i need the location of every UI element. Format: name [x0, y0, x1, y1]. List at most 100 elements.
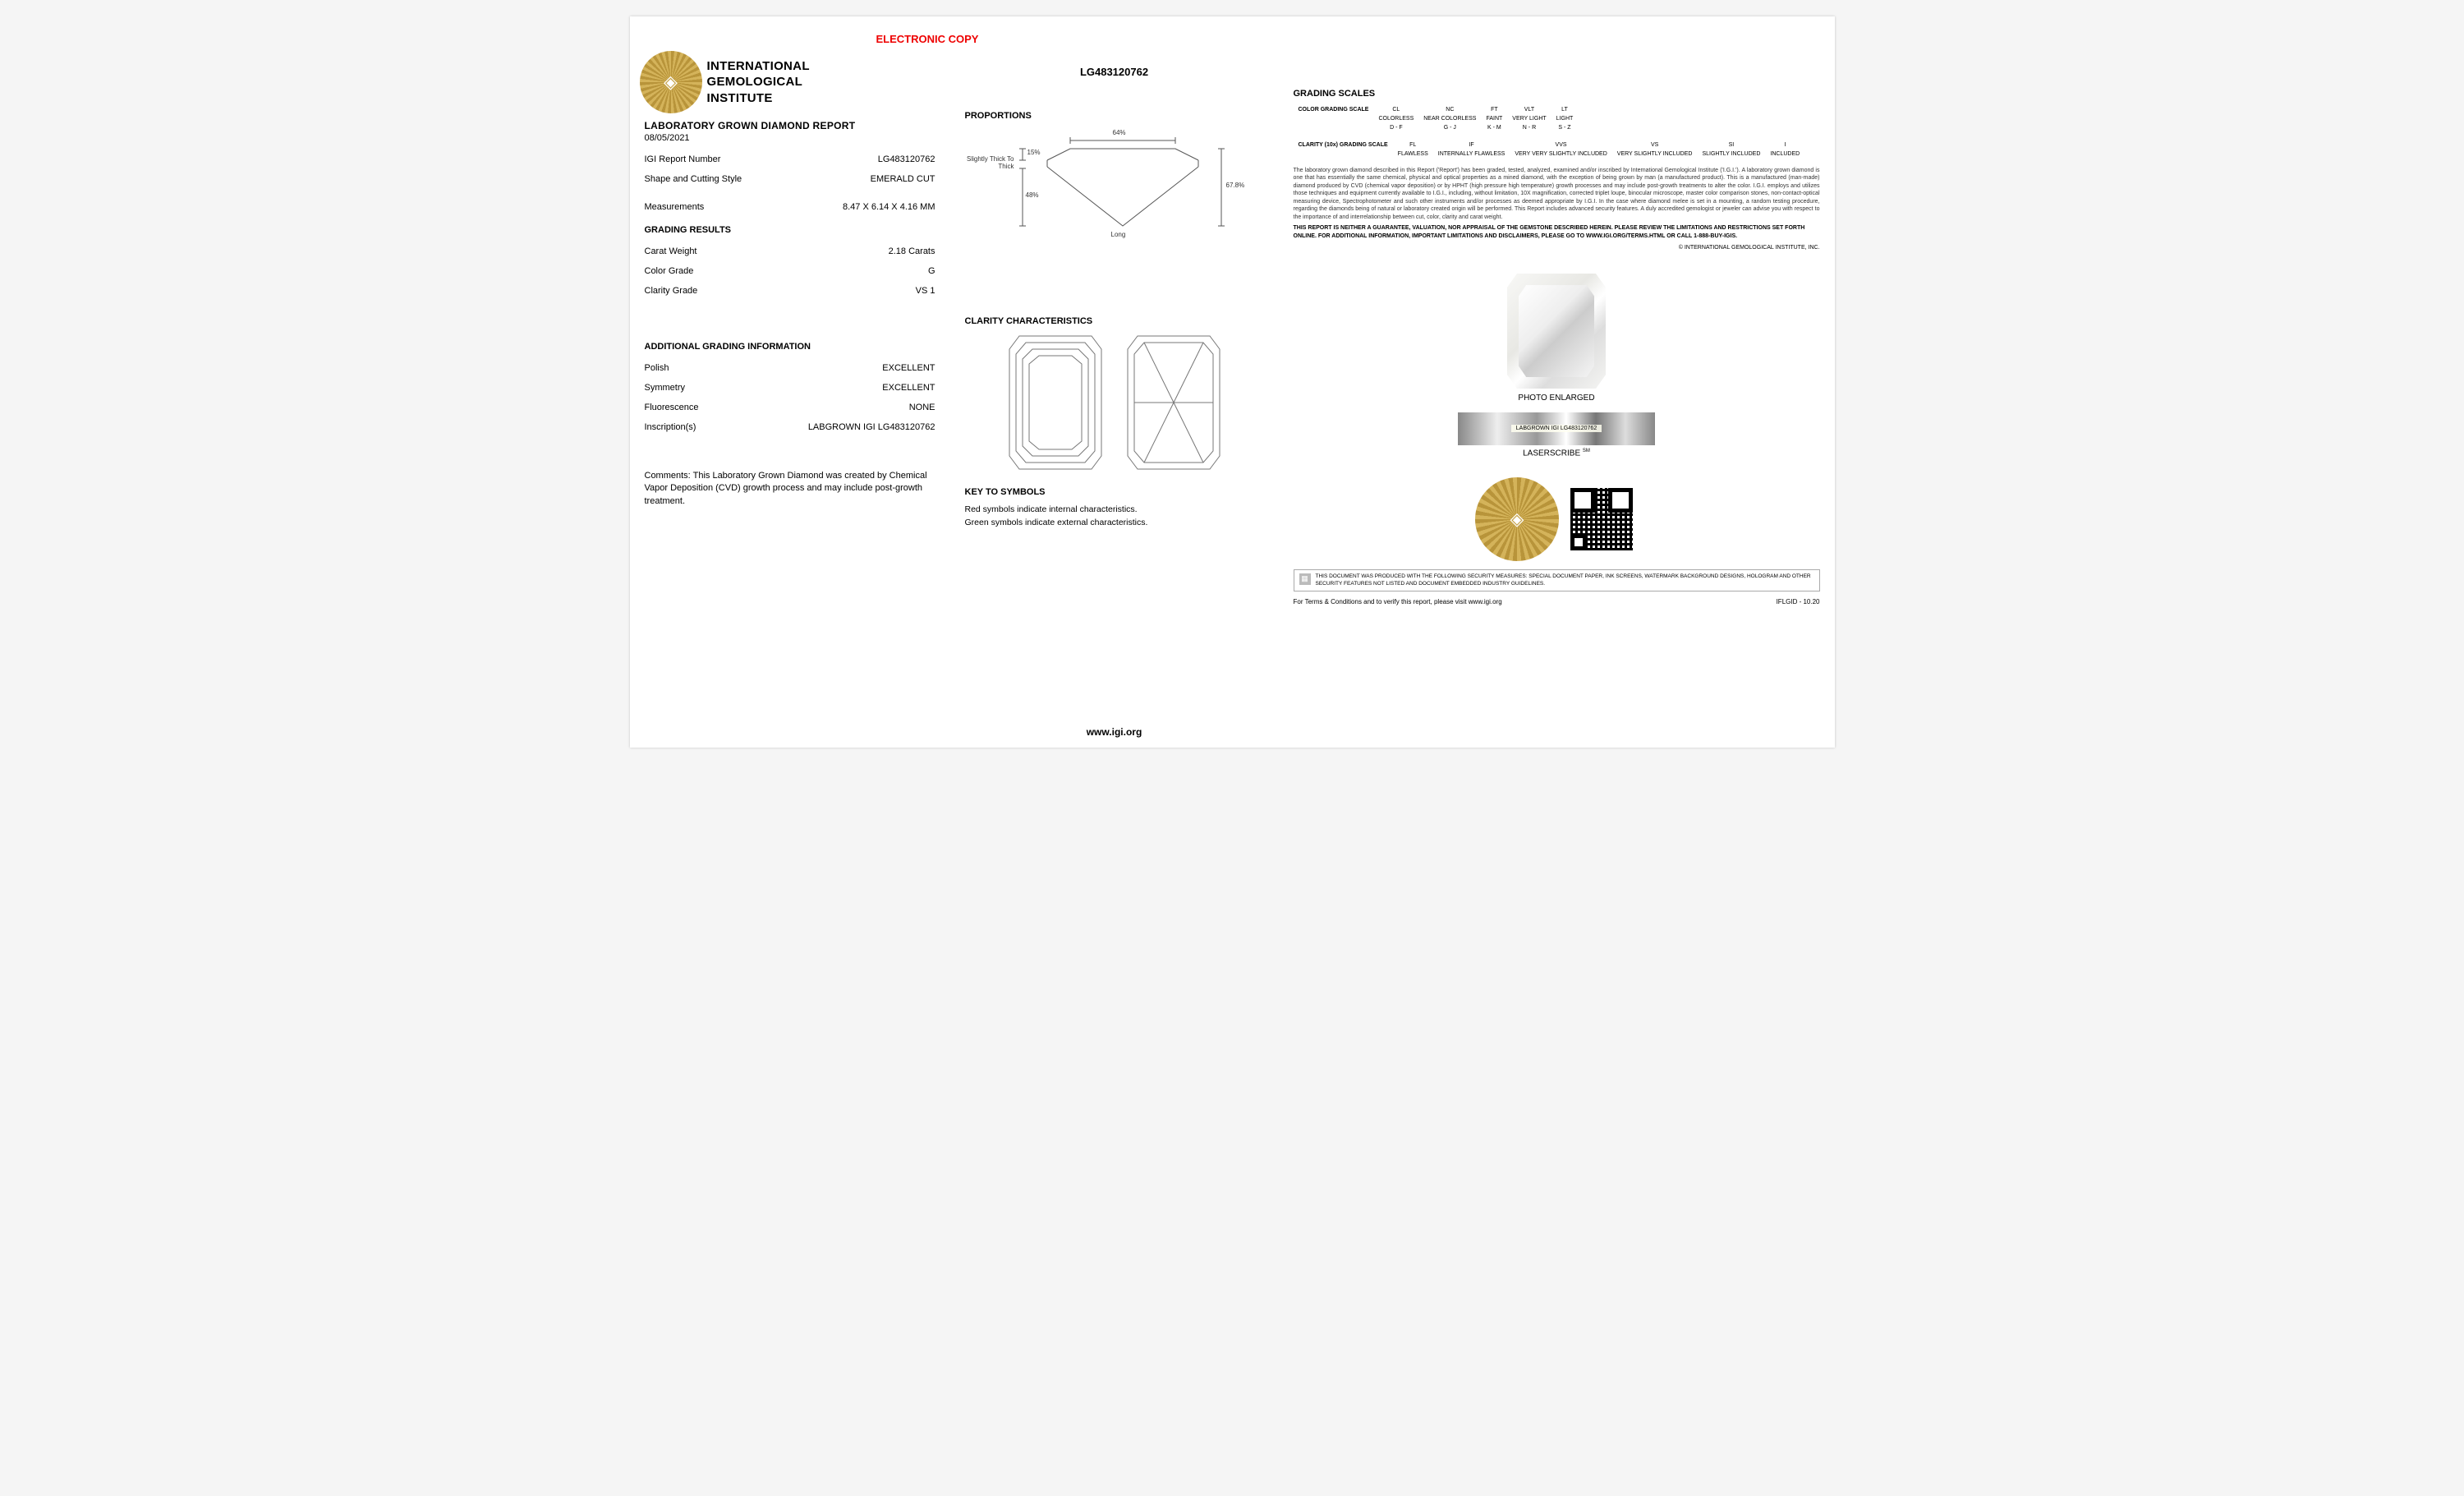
report-title: LABORATORY GROWN DIAMOND REPORT	[645, 120, 935, 131]
scale-r: N - R	[1507, 123, 1551, 132]
culet-label: Long	[1111, 231, 1126, 238]
additional-label: Inscription(s)	[645, 422, 696, 432]
additional-row: Polish EXCELLENT	[645, 358, 935, 378]
scale-r: D - F	[1373, 123, 1418, 132]
grading-label: Color Grade	[645, 266, 694, 276]
proportions-title: PROPORTIONS	[965, 111, 1264, 121]
additional-label: Fluorescence	[645, 403, 699, 412]
grading-label: Clarity Grade	[645, 286, 698, 296]
scales-title: GRADING SCALES	[1294, 89, 1820, 99]
additional-row: Fluorescence NONE	[645, 398, 935, 417]
additional-row: SymmetryEXCELLENT	[645, 378, 935, 398]
comments-block: Comments: This Laboratory Grown Diamond …	[645, 470, 935, 508]
additional-value: NONE	[909, 403, 935, 412]
org-line2: GEMOLOGICAL	[707, 74, 810, 90]
laserscribe-image: LABGROWN IGI LG483120762	[1458, 412, 1655, 445]
comments-label: Comments:	[645, 471, 691, 481]
clarity-diagrams	[965, 333, 1264, 472]
additional-value: EXCELLENT	[882, 363, 935, 373]
certificate-page: ELECTRONIC COPY INTERNATIONAL GEMOLOGICA…	[630, 16, 1835, 748]
org-name: INTERNATIONAL GEMOLOGICAL INSTITUTE	[707, 58, 810, 107]
laserscribe-caption: LASERSCRIBE SM	[1294, 449, 1820, 458]
igi-seal-icon	[645, 56, 697, 108]
detail-value: LG483120762	[878, 154, 935, 164]
middle-column: LG483120762 PROPORTIONS 64% 15% 48% 67.8…	[950, 16, 1279, 748]
clarity-scale-label: CLARITY (10x) GRADING SCALE	[1294, 140, 1393, 159]
detail-row: Shape and Cutting Style EMERALD CUT	[645, 169, 935, 189]
color-scale-table: COLOR GRADING SCALE CL NC FT VLT LT COLO…	[1294, 105, 1579, 132]
disclaimer-bold: THIS REPORT IS NEITHER A GUARANTEE, VALU…	[1294, 224, 1820, 240]
grading-results-title: GRADING RESULTS	[645, 225, 935, 235]
grading-rows: Carat Weight 2.18 Carats Color GradeG Cla…	[645, 242, 935, 301]
laserscribe-label: LASERSCRIBE	[1523, 449, 1580, 458]
scale-h: VS	[1612, 140, 1698, 150]
detail-row: IGI Report Number LG483120762	[645, 150, 935, 169]
website-footer: www.igi.org	[950, 726, 1279, 738]
right-column: GRADING SCALES COLOR GRADING SCALE CL NC…	[1279, 16, 1835, 748]
scale-s: INCLUDED	[1765, 150, 1804, 159]
org-line1: INTERNATIONAL	[707, 58, 810, 75]
scale-r: K - M	[1481, 123, 1507, 132]
footer-terms: For Terms & Conditions and to verify thi…	[1294, 598, 1502, 605]
scale-s: VERY LIGHT	[1507, 114, 1551, 123]
diamond-photo	[1507, 274, 1606, 389]
scale-h: SI	[1697, 140, 1765, 150]
detail-label: IGI Report Number	[645, 154, 721, 164]
diamond-profile-icon	[965, 127, 1244, 259]
crown-pct: 15%	[1027, 149, 1041, 156]
pavilion-pct: 48%	[1026, 191, 1039, 199]
disclaimer-body: The laboratory grown diamond described i…	[1294, 167, 1820, 221]
laserscribe-text: LABGROWN IGI LG483120762	[1511, 425, 1602, 432]
qr-code-icon	[1570, 488, 1633, 550]
report-date: 08/05/2021	[645, 133, 935, 143]
scale-s: VERY VERY SLIGHTLY INCLUDED	[1510, 150, 1611, 159]
grading-value: VS 1	[916, 286, 935, 296]
depth-pct: 67.8%	[1226, 182, 1245, 189]
certificate-number: LG483120762	[965, 66, 1264, 78]
detail-value: EMERALD CUT	[871, 174, 935, 184]
grading-row: Clarity Grade VS 1	[645, 281, 935, 301]
emerald-pavilion-icon	[1124, 333, 1223, 472]
detail-row: Measurements 8.47 X 6.14 X 4.16 MM	[645, 197, 935, 217]
scale-h: FL	[1393, 140, 1433, 150]
left-column: INTERNATIONAL GEMOLOGICAL INSTITUTE LABO…	[630, 16, 950, 748]
scale-s: NEAR COLORLESS	[1418, 114, 1481, 123]
scale-r: G - J	[1418, 123, 1481, 132]
scale-h: VLT	[1507, 105, 1551, 114]
scale-s: COLORLESS	[1373, 114, 1418, 123]
detail-label: Shape and Cutting Style	[645, 174, 742, 184]
grading-row: Color GradeG	[645, 261, 935, 281]
scale-r: S - Z	[1551, 123, 1579, 132]
scale-s: FLAWLESS	[1393, 150, 1433, 159]
org-line3: INSTITUTE	[707, 90, 810, 107]
igi-seal-large-icon	[1480, 482, 1554, 556]
detail-rows: IGI Report Number LG483120762 Shape and C…	[645, 150, 935, 217]
clarity-scale-table: CLARITY (10x) GRADING SCALE FL IF VVS VS…	[1294, 140, 1805, 159]
grading-value: 2.18 Carats	[889, 246, 935, 256]
additional-row: Inscription(s)LABGROWN IGI LG483120762	[645, 417, 935, 437]
scale-h: I	[1765, 140, 1804, 150]
detail-label: Measurements	[645, 202, 705, 212]
scale-s: INTERNALLY FLAWLESS	[1433, 150, 1510, 159]
grading-label: Carat Weight	[645, 246, 697, 256]
seal-qr-row	[1294, 482, 1820, 556]
detail-value: 8.47 X 6.14 X 4.16 MM	[843, 202, 935, 212]
footer-code: IFLGID - 10.20	[1777, 598, 1820, 605]
copyright: © INTERNATIONAL GEMOLOGICAL INSTITUTE, I…	[1294, 245, 1820, 251]
footer-row: For Terms & Conditions and to verify thi…	[1294, 598, 1820, 605]
scale-h: VVS	[1510, 140, 1611, 150]
additional-label: Polish	[645, 363, 669, 373]
scale-h: IF	[1433, 140, 1510, 150]
key-title: KEY TO SYMBOLS	[965, 487, 1264, 497]
scale-h: CL	[1373, 105, 1418, 114]
security-text: THIS DOCUMENT WAS PRODUCED WITH THE FOLL…	[1316, 573, 1814, 587]
security-notice: ▦ THIS DOCUMENT WAS PRODUCED WITH THE FO…	[1294, 569, 1820, 591]
scale-s: VERY SLIGHTLY INCLUDED	[1612, 150, 1698, 159]
color-scale-label: COLOR GRADING SCALE	[1294, 105, 1374, 132]
scale-h: LT	[1551, 105, 1579, 114]
additional-title: ADDITIONAL GRADING INFORMATION	[645, 342, 935, 352]
scale-h: NC	[1418, 105, 1481, 114]
additional-label: Symmetry	[645, 383, 686, 393]
key-green: Green symbols indicate external characte…	[965, 517, 1264, 530]
proportions-diagram: 64% 15% 48% 67.8% Slightly Thick To Thic…	[965, 127, 1264, 259]
